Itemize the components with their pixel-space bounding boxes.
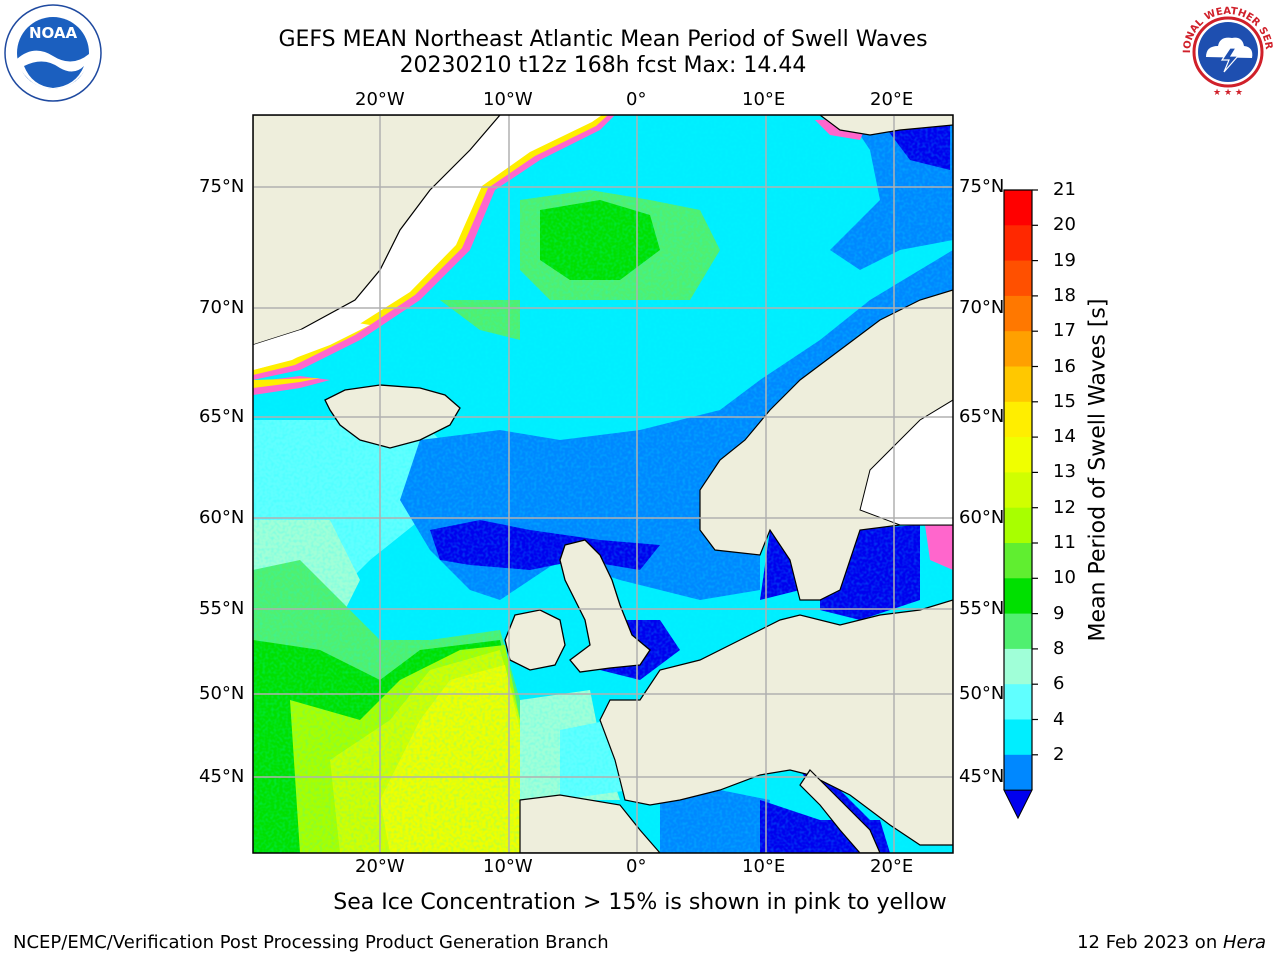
lon-label: 10°W <box>483 856 533 877</box>
colorbar-tick-label: 13 <box>1053 461 1076 483</box>
lat-label: 70°N <box>199 297 245 318</box>
colorbar-tick-label: 18 <box>1053 284 1076 306</box>
lon-label: 0° <box>626 856 647 877</box>
colorbar-tick-label: 6 <box>1053 673 1065 695</box>
lon-label: 20°E <box>870 89 914 110</box>
lon-label: 20°W <box>355 856 405 877</box>
colorbar-segment <box>1004 507 1032 544</box>
colorbar-segment <box>1004 613 1032 650</box>
lat-label: 45°N <box>199 766 245 787</box>
colorbar-segment <box>1004 648 1032 685</box>
noaa-logo-text: NOAA <box>29 24 78 42</box>
colorbar-title: Mean Period of Swell Waves [s] <box>1085 298 1111 642</box>
europe-land <box>599 599 953 846</box>
lat-label: 65°N <box>199 406 245 427</box>
lon-label: 20°W <box>355 89 405 110</box>
ireland-land <box>504 609 566 671</box>
colorbar-tick-label: 8 <box>1053 637 1065 659</box>
lon-label: 0° <box>626 89 647 110</box>
colorbar-segment <box>1004 437 1032 473</box>
colorbar-tick-label: 4 <box>1053 708 1065 730</box>
colorbar-tick-label: 10 <box>1053 567 1076 589</box>
lon-label: 10°E <box>742 89 786 110</box>
colorbar-tick-label: 17 <box>1053 320 1076 342</box>
chart-title: GEFS MEAN Northeast Atlantic Mean Period… <box>278 27 928 52</box>
colorbar-segment <box>1004 543 1032 579</box>
colorbar-segment <box>1004 366 1032 403</box>
noaa-logo: NOAA <box>4 4 102 102</box>
lat-label: 50°N <box>199 683 245 704</box>
lat-label: 55°N <box>959 598 1005 619</box>
lon-label: 10°W <box>483 89 533 110</box>
colorbar-segment <box>1004 684 1032 720</box>
colorbar-tick-label: 16 <box>1053 355 1076 377</box>
colorbar <box>1003 189 1038 820</box>
colorbar-tick-label: 9 <box>1053 602 1065 624</box>
lat-label: 60°N <box>199 507 245 528</box>
colorbar-tick-label: 19 <box>1053 249 1076 271</box>
lat-label: 55°N <box>199 598 245 619</box>
iberia-land <box>519 794 661 853</box>
colorbar-segment <box>1004 190 1032 226</box>
colorbar-segment <box>1004 260 1032 297</box>
colorbar-tick-label: 12 <box>1053 496 1076 518</box>
lat-label: 75°N <box>959 176 1005 197</box>
map-frame <box>252 114 954 854</box>
chart-subtitle: 20230210 t12z 168h fcst Max: 14.44 <box>399 53 807 78</box>
colorbar-tick-label: 21 <box>1053 179 1076 200</box>
colorbar-segment <box>1004 719 1032 756</box>
lon-label: 10°E <box>742 856 786 877</box>
colorbar-tick-label: 14 <box>1053 426 1076 448</box>
lon-label: 20°E <box>870 856 914 877</box>
svg-text:★ ★ ★: ★ ★ ★ <box>1213 88 1243 98</box>
lat-label: 60°N <box>959 507 1005 528</box>
colorbar-segment <box>1004 472 1032 509</box>
lat-label: 70°N <box>959 297 1005 318</box>
footer-machine: Hera <box>1222 932 1266 953</box>
great-britain-land <box>559 539 651 673</box>
sea-ice-note: Sea Ice Concentration > 15% is shown in … <box>333 890 947 915</box>
colorbar-extend-arrow <box>1003 789 1033 820</box>
colorbar-tick-label: 20 <box>1053 214 1076 236</box>
svalbard-land <box>819 115 953 136</box>
colorbar-segment <box>1004 225 1032 262</box>
colorbar-tick-label: 15 <box>1053 390 1076 412</box>
nws-logo: NATIONAL WEATHER SERVICE ★ ★ ★ <box>1174 0 1278 102</box>
scandinavia-land <box>699 289 953 601</box>
footer-credit: NCEP/EMC/Verification Post Processing Pr… <box>13 932 609 953</box>
colorbar-segment <box>1004 295 1032 332</box>
lat-label: 50°N <box>959 683 1005 704</box>
colorbar-segment <box>1004 754 1032 791</box>
colorbar-segment <box>1004 331 1032 367</box>
graticule <box>253 115 953 853</box>
footer-date-text: 12 Feb 2023 on <box>1077 932 1223 953</box>
colorbar-tick-label: 2 <box>1053 743 1065 765</box>
colorbar-tick-label: 11 <box>1053 532 1076 553</box>
lat-label: 65°N <box>959 406 1005 427</box>
lat-label: 45°N <box>959 766 1005 787</box>
colorbar-segment <box>1004 401 1032 438</box>
colorbar-frame <box>1003 189 1033 791</box>
lat-label: 75°N <box>199 176 245 197</box>
footer-date: 12 Feb 2023 on Hera <box>1077 932 1266 953</box>
colorbar-segment <box>1004 578 1032 615</box>
